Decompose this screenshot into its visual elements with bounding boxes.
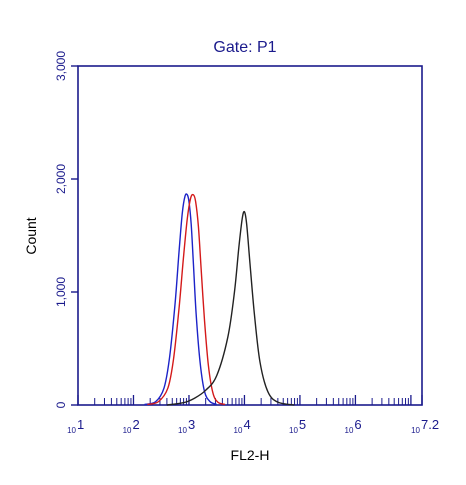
y-tick-label: 3,000: [54, 51, 68, 81]
y-tick-label: 1,000: [54, 277, 68, 307]
x-tick-label: 10 5: [289, 417, 306, 435]
x-tick-label: 10 3: [178, 417, 195, 435]
x-tick-label: 10 1: [67, 417, 84, 435]
x-tick-exponent: 5: [299, 417, 306, 432]
x-tick-base: 10: [67, 426, 76, 435]
y-axis-ticks: 0 1,000 2,000 3,000: [54, 51, 78, 408]
x-tick-base: 10: [345, 426, 354, 435]
x-tick-label: 10 2: [123, 417, 140, 435]
x-tick-base: 10: [411, 426, 420, 435]
x-tick-exponent: 7.2: [421, 417, 439, 432]
y-axis-label: Count: [23, 217, 39, 254]
x-axis-ticks: 10 1 10 2 10 3 10 4 10 5 10 6 10 7.2: [67, 395, 439, 435]
x-tick-label: 10 7.2: [411, 417, 439, 435]
series-line-1: [147, 193, 226, 406]
chart-title: Gate: P1: [213, 39, 276, 56]
series-line-2: [166, 210, 295, 406]
y-tick-label: 2,000: [54, 164, 68, 194]
y-tick-label: 0: [54, 401, 68, 408]
x-axis-label: FL2-H: [231, 447, 270, 463]
plot-frame: [77, 65, 423, 406]
x-tick-label: 10 6: [345, 417, 362, 435]
x-tick-base: 10: [289, 426, 298, 435]
x-tick-exponent: 4: [243, 417, 250, 432]
series-line-0: [144, 193, 217, 406]
x-tick-exponent: 1: [77, 417, 84, 432]
x-tick-base: 10: [178, 426, 187, 435]
series-layer: [144, 193, 295, 406]
x-tick-exponent: 2: [132, 417, 139, 432]
x-tick-label: 10 4: [234, 417, 251, 435]
x-tick-exponent: 6: [354, 417, 361, 432]
x-tick-base: 10: [123, 426, 132, 435]
x-tick-base: 10: [234, 426, 243, 435]
x-tick-exponent: 3: [188, 417, 195, 432]
